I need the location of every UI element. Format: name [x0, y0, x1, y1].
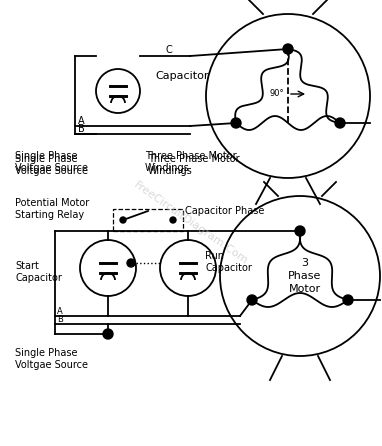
Circle shape	[335, 118, 345, 128]
Text: Three Phase Motor
Windings: Three Phase Motor Windings	[145, 151, 236, 173]
Circle shape	[103, 329, 113, 339]
Text: A: A	[78, 116, 85, 126]
Text: A: A	[57, 307, 63, 316]
Circle shape	[283, 44, 293, 54]
Text: Three Phase Motor
Windings: Three Phase Motor Windings	[148, 154, 240, 176]
Text: Capacitor Phase: Capacitor Phase	[185, 206, 264, 216]
Bar	[113, 209, 183, 231]
Circle shape	[127, 259, 135, 267]
Circle shape	[247, 295, 257, 305]
Text: 90°: 90°	[270, 89, 285, 98]
Text: 3
Phase
Motor: 3 Phase Motor	[288, 258, 322, 294]
Text: B: B	[78, 124, 85, 134]
Text: Single Phase
Voltgae Source: Single Phase Voltgae Source	[15, 154, 88, 176]
Text: FreeCircuitDiagram.Com: FreeCircuitDiagram.Com	[132, 180, 250, 266]
Text: Capacitor: Capacitor	[155, 71, 209, 81]
Circle shape	[170, 217, 176, 223]
Circle shape	[343, 295, 353, 305]
Text: Run
Capacitor: Run Capacitor	[205, 251, 252, 273]
Text: C: C	[165, 45, 172, 55]
Text: Start
Capacitor: Start Capacitor	[15, 261, 62, 283]
Text: Single Phase
Voltgae Source: Single Phase Voltgae Source	[15, 151, 88, 173]
Circle shape	[231, 118, 241, 128]
Text: B: B	[57, 315, 63, 324]
Circle shape	[295, 226, 305, 236]
Circle shape	[120, 217, 126, 223]
Text: Single Phase
Voltgae Source: Single Phase Voltgae Source	[15, 348, 88, 370]
Text: Potential Motor
Starting Relay: Potential Motor Starting Relay	[15, 198, 89, 219]
